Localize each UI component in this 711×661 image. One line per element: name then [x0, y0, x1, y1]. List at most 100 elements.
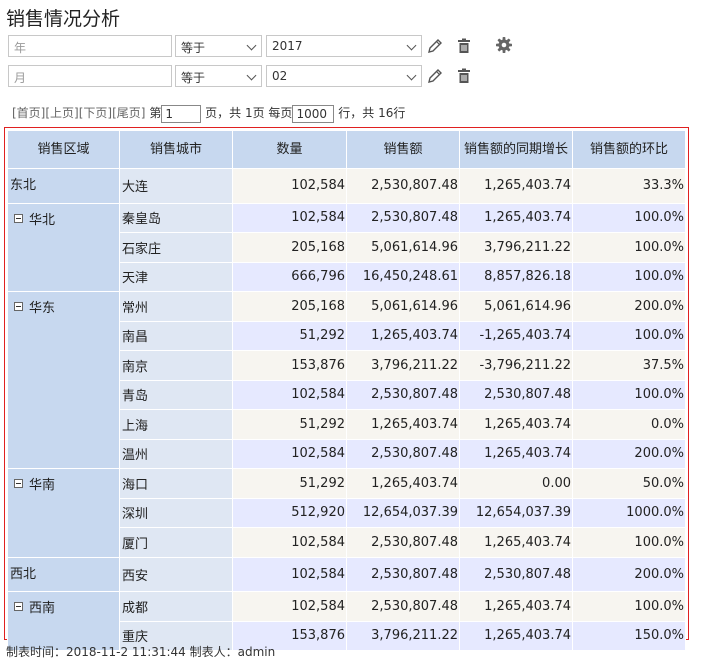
sales-yoy-cell: 1,265,403.74 [459, 527, 573, 558]
sales-mom-cell: 100.0% [572, 202, 686, 233]
header-region: 销售区域 [7, 130, 120, 169]
region-cell: 西北 [7, 556, 120, 592]
region-cell[interactable]: 华东 [7, 291, 120, 469]
city-cell: 南京 [119, 350, 233, 381]
quantity-cell: 102,584 [232, 379, 347, 410]
region-label: 华东 [29, 301, 56, 316]
table-row: 南京 153,876 3,796,211.22 -3,796,211.22 37.5% [8, 350, 686, 381]
field-input-month[interactable]: 月 [8, 65, 172, 87]
quantity-cell: 51,292 [232, 468, 347, 499]
sales-yoy-cell: -1,265,403.74 [459, 320, 573, 351]
sales-yoy-cell: 2,530,807.48 [459, 379, 573, 410]
header-city: 销售城市 [119, 130, 233, 169]
collapse-icon[interactable] [14, 302, 23, 311]
city-cell: 海口 [119, 468, 233, 499]
gear-icon[interactable] [495, 36, 513, 54]
sales-cell: 2,530,807.48 [346, 202, 460, 233]
sales-mom-cell: 100.0% [572, 379, 686, 410]
collapse-icon[interactable] [14, 479, 23, 488]
operator-select-year[interactable]: 等于 [175, 35, 262, 57]
per-page-input[interactable]: 1000 [292, 104, 335, 123]
sales-yoy-cell: -3,796,211.22 [459, 350, 573, 381]
pencil-icon[interactable] [426, 67, 444, 85]
region-cell[interactable]: 华北 [7, 202, 120, 292]
region-cell[interactable]: 华南 [7, 468, 120, 558]
city-cell: 南昌 [119, 320, 233, 351]
sales-yoy-cell: 1,265,403.74 [459, 168, 573, 204]
sales-yoy-cell: 1,265,403.74 [459, 620, 573, 651]
table-row: 西北 西安 102,584 2,530,807.48 2,530,807.48 200.0… [7, 556, 686, 592]
header-quantity: 数量 [232, 130, 347, 169]
page-number-input[interactable]: 1 [161, 104, 202, 123]
sales-yoy-cell: 1,265,403.74 [459, 438, 573, 469]
sales-cell: 2,530,807.48 [346, 379, 460, 410]
quantity-cell: 51,292 [232, 409, 347, 440]
quantity-cell: 102,584 [232, 202, 347, 233]
sales-yoy-cell: 3,796,211.22 [459, 232, 573, 263]
sales-yoy-cell: 1,265,403.74 [459, 409, 573, 440]
city-cell: 成都 [119, 591, 233, 622]
sales-mom-cell: 50.0% [572, 468, 686, 499]
field-input-year[interactable]: 年 [8, 35, 172, 57]
city-cell: 上海 [119, 409, 233, 440]
trash-icon[interactable] [455, 37, 473, 55]
next-page-link[interactable]: [下页] [78, 106, 113, 120]
city-cell: 天津 [119, 261, 233, 292]
sales-cell: 2,530,807.48 [346, 591, 460, 622]
region-label: 东北 [10, 178, 37, 193]
value-select-year[interactable]: 2017 [266, 35, 422, 57]
sales-yoy-cell: 1,265,403.74 [459, 591, 573, 622]
sales-cell: 1,265,403.74 [346, 320, 460, 351]
city-cell: 重庆 [119, 620, 233, 651]
quantity-cell: 205,168 [232, 232, 347, 263]
prev-page-link[interactable]: [上页] [45, 106, 79, 120]
sales-cell: 5,061,614.96 [346, 291, 460, 322]
city-cell: 大连 [119, 168, 233, 204]
value-select-month[interactable]: 02 [266, 65, 422, 87]
region-cell[interactable]: 西南 [7, 591, 120, 651]
quantity-cell: 102,584 [232, 438, 347, 469]
city-cell: 石家庄 [119, 232, 233, 263]
sales-cell: 2,530,807.48 [346, 168, 460, 204]
header-sales-yoy: 销售额的同期增长 [459, 130, 573, 169]
trash-icon[interactable] [455, 67, 473, 85]
table-row: 西南 成都 102,584 2,530,807.48 1,265,403.74 100.0… [7, 591, 686, 651]
sales-mom-cell: 33.3% [572, 168, 686, 204]
region-label: 华北 [29, 212, 56, 228]
table-row: 厦门 102,584 2,530,807.48 1,265,403.74 100.0% [8, 527, 686, 558]
pencil-icon[interactable] [426, 37, 444, 55]
sales-mom-cell: 100.0% [572, 527, 686, 558]
sales-cell: 5,061,614.96 [346, 232, 460, 263]
rows-summary: 行，共 16行 [338, 106, 406, 120]
operator-select-month[interactable]: 等于 [175, 65, 262, 87]
quantity-cell: 153,876 [232, 620, 347, 651]
city-cell: 西安 [119, 556, 233, 592]
collapse-icon[interactable] [14, 213, 23, 223]
table-body: 东北 大连 102,584 2,530,807.48 1,265,403.74 33.3%… [7, 168, 686, 651]
quantity-cell: 102,584 [232, 527, 347, 558]
first-page-link[interactable]: [首页] [12, 106, 46, 120]
sales-yoy-cell: 8,857,826.18 [459, 261, 573, 292]
sales-mom-cell: 1000.0% [572, 497, 686, 528]
page-prefix: 第 [149, 106, 162, 120]
city-cell: 秦皇岛 [119, 202, 233, 233]
report-table-frame: 销售区域 销售城市 数量 销售额 销售额的同期增长 销售额的环比 东北 大连 102,584 2… [4, 127, 689, 651]
sales-mom-cell: 37.5% [572, 350, 686, 381]
last-page-link[interactable]: [尾页] [112, 106, 146, 120]
sales-mom-cell: 150.0% [572, 620, 686, 651]
sales-mom-cell: 100.0% [572, 261, 686, 292]
sales-cell: 16,450,248.61 [346, 261, 460, 292]
sales-cell: 2,530,807.48 [346, 556, 460, 592]
sales-mom-cell: 200.0% [572, 438, 686, 469]
quantity-cell: 153,876 [232, 350, 347, 381]
sales-yoy-cell: 0.00 [459, 468, 573, 499]
quantity-cell: 205,168 [232, 291, 347, 322]
sales-mom-cell: 100.0% [572, 591, 686, 622]
region-label: 西北 [10, 566, 37, 582]
city-cell: 深圳 [119, 497, 233, 528]
collapse-icon[interactable] [14, 602, 23, 611]
sales-yoy-cell: 12,654,037.39 [459, 497, 573, 528]
table-row: 天津 666,796 16,450,248.61 8,857,826.18 100.0% [8, 261, 686, 292]
city-cell: 厦门 [119, 527, 233, 558]
